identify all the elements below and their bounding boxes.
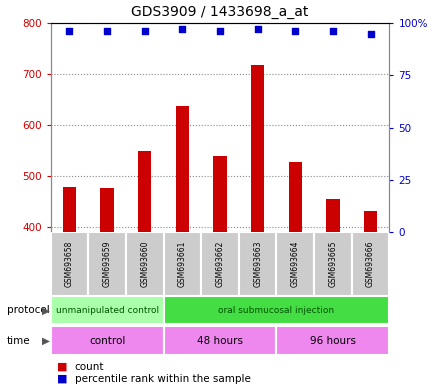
- Bar: [213, 156, 227, 232]
- Text: count: count: [75, 362, 104, 372]
- Text: oral submucosal injection: oral submucosal injection: [218, 306, 334, 314]
- Bar: [100, 189, 114, 232]
- Text: percentile rank within the sample: percentile rank within the sample: [75, 374, 251, 384]
- Point: [66, 28, 73, 35]
- Text: GSM693664: GSM693664: [291, 241, 300, 287]
- Text: control: control: [89, 336, 125, 346]
- Bar: [176, 106, 189, 232]
- Bar: [326, 199, 340, 232]
- Text: GSM693660: GSM693660: [140, 241, 149, 287]
- Title: GDS3909 / 1433698_a_at: GDS3909 / 1433698_a_at: [131, 5, 309, 19]
- Bar: [276, 232, 314, 296]
- Bar: [51, 326, 164, 355]
- Text: ■: ■: [57, 362, 68, 372]
- Point: [292, 28, 299, 35]
- Bar: [276, 326, 389, 355]
- Bar: [289, 162, 302, 232]
- Text: ▶: ▶: [42, 336, 50, 346]
- Text: GSM693663: GSM693663: [253, 241, 262, 287]
- Text: ▶: ▶: [42, 305, 50, 315]
- Bar: [251, 65, 264, 232]
- Text: GSM693666: GSM693666: [366, 241, 375, 287]
- Text: GSM693662: GSM693662: [216, 241, 224, 287]
- Bar: [164, 296, 389, 324]
- Text: GSM693665: GSM693665: [328, 241, 337, 287]
- Bar: [239, 232, 276, 296]
- Text: 48 hours: 48 hours: [197, 336, 243, 346]
- Point: [367, 30, 374, 36]
- Text: GSM693661: GSM693661: [178, 241, 187, 287]
- Bar: [138, 151, 151, 232]
- Bar: [314, 232, 352, 296]
- Point: [254, 26, 261, 32]
- Text: ■: ■: [57, 374, 68, 384]
- Text: GSM693658: GSM693658: [65, 241, 74, 287]
- Bar: [126, 232, 164, 296]
- Bar: [51, 232, 88, 296]
- Bar: [352, 232, 389, 296]
- Point: [330, 28, 337, 35]
- Text: time: time: [7, 336, 30, 346]
- Text: protocol: protocol: [7, 305, 49, 315]
- Bar: [364, 211, 377, 232]
- Text: 96 hours: 96 hours: [310, 336, 356, 346]
- Bar: [164, 326, 276, 355]
- Point: [141, 28, 148, 35]
- Bar: [63, 187, 76, 232]
- Text: GSM693659: GSM693659: [103, 241, 112, 287]
- Bar: [88, 232, 126, 296]
- Bar: [201, 232, 239, 296]
- Bar: [51, 296, 164, 324]
- Point: [216, 28, 224, 35]
- Text: unmanipulated control: unmanipulated control: [55, 306, 159, 314]
- Point: [103, 28, 110, 35]
- Bar: [164, 232, 201, 296]
- Point: [179, 26, 186, 32]
